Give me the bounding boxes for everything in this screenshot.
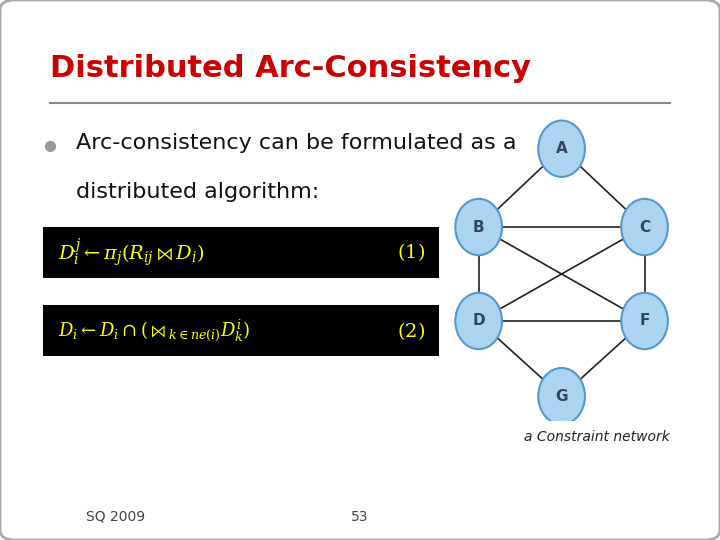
Text: a Constraint network: a Constraint network [524, 430, 670, 444]
Circle shape [621, 199, 668, 255]
Text: $D_i \leftarrow D_i \cap (\bowtie_{k \in ne(i)} D_k^i)$: $D_i \leftarrow D_i \cap (\bowtie_{k \in… [58, 318, 250, 344]
Text: 53: 53 [351, 510, 369, 524]
Text: $(2)$: $(2)$ [397, 320, 425, 342]
Text: Distributed Arc-Consistency: Distributed Arc-Consistency [50, 54, 531, 83]
Text: D: D [472, 314, 485, 328]
Text: $D_i^j \leftarrow \pi_j(R_{ij} \bowtie D_i)$: $D_i^j \leftarrow \pi_j(R_{ij} \bowtie D… [58, 236, 204, 269]
Text: B: B [473, 220, 485, 234]
Text: A: A [556, 141, 567, 156]
Circle shape [621, 293, 668, 349]
Text: distributed algorithm:: distributed algorithm: [76, 181, 319, 202]
Text: F: F [639, 314, 649, 328]
Circle shape [455, 199, 502, 255]
Text: $(1)$: $(1)$ [397, 241, 425, 264]
Circle shape [455, 293, 502, 349]
FancyBboxPatch shape [43, 227, 439, 278]
Text: C: C [639, 220, 650, 234]
Circle shape [539, 120, 585, 177]
Text: G: G [555, 389, 568, 403]
FancyBboxPatch shape [43, 305, 439, 356]
Text: Arc-consistency can be formulated as a: Arc-consistency can be formulated as a [76, 133, 516, 153]
Circle shape [539, 368, 585, 424]
Text: SQ 2009: SQ 2009 [86, 510, 145, 524]
